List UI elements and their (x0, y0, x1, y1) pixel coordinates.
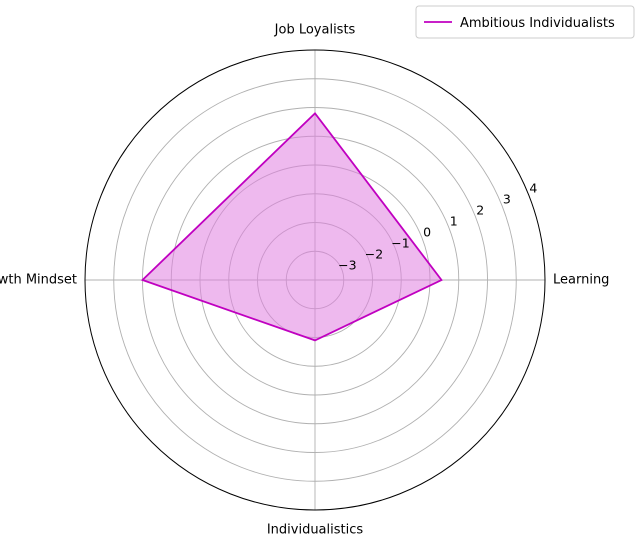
category-label-growth-mindset: Growth Mindset (0, 273, 77, 288)
r-tick-label-2: −1 (391, 236, 409, 251)
r-tick-label-6: 3 (503, 192, 511, 207)
r-tick-label-4: 1 (450, 214, 458, 229)
r-tick-label-7: 4 (529, 181, 537, 196)
category-label-individualistics: Individualistics (267, 523, 364, 538)
series-area (140, 111, 443, 342)
legend-label-ambitious-individualists: Ambitious Individualists (460, 16, 615, 31)
series-fill-0 (142, 113, 442, 341)
legend-frame (415, 5, 635, 39)
category-label-learning: Learning (553, 273, 609, 288)
category-label-job-loyalists: Job Loyalists (274, 23, 356, 38)
category-labels: Learning Job Loyalists Growth Mindset Indiv… (0, 23, 609, 538)
r-tick-labels: −3 −2 −1 0 1 2 3 4 (338, 181, 537, 273)
r-tick-label-5: 2 (476, 203, 484, 218)
r-tick-label-1: −2 (365, 247, 383, 262)
r-tick-label-0: −3 (338, 258, 356, 273)
legend: Ambitious Individualists (415, 5, 635, 39)
series-line-0 (140, 111, 443, 342)
r-tick-label-3: 0 (423, 225, 431, 240)
outer-frame (84, 49, 546, 511)
